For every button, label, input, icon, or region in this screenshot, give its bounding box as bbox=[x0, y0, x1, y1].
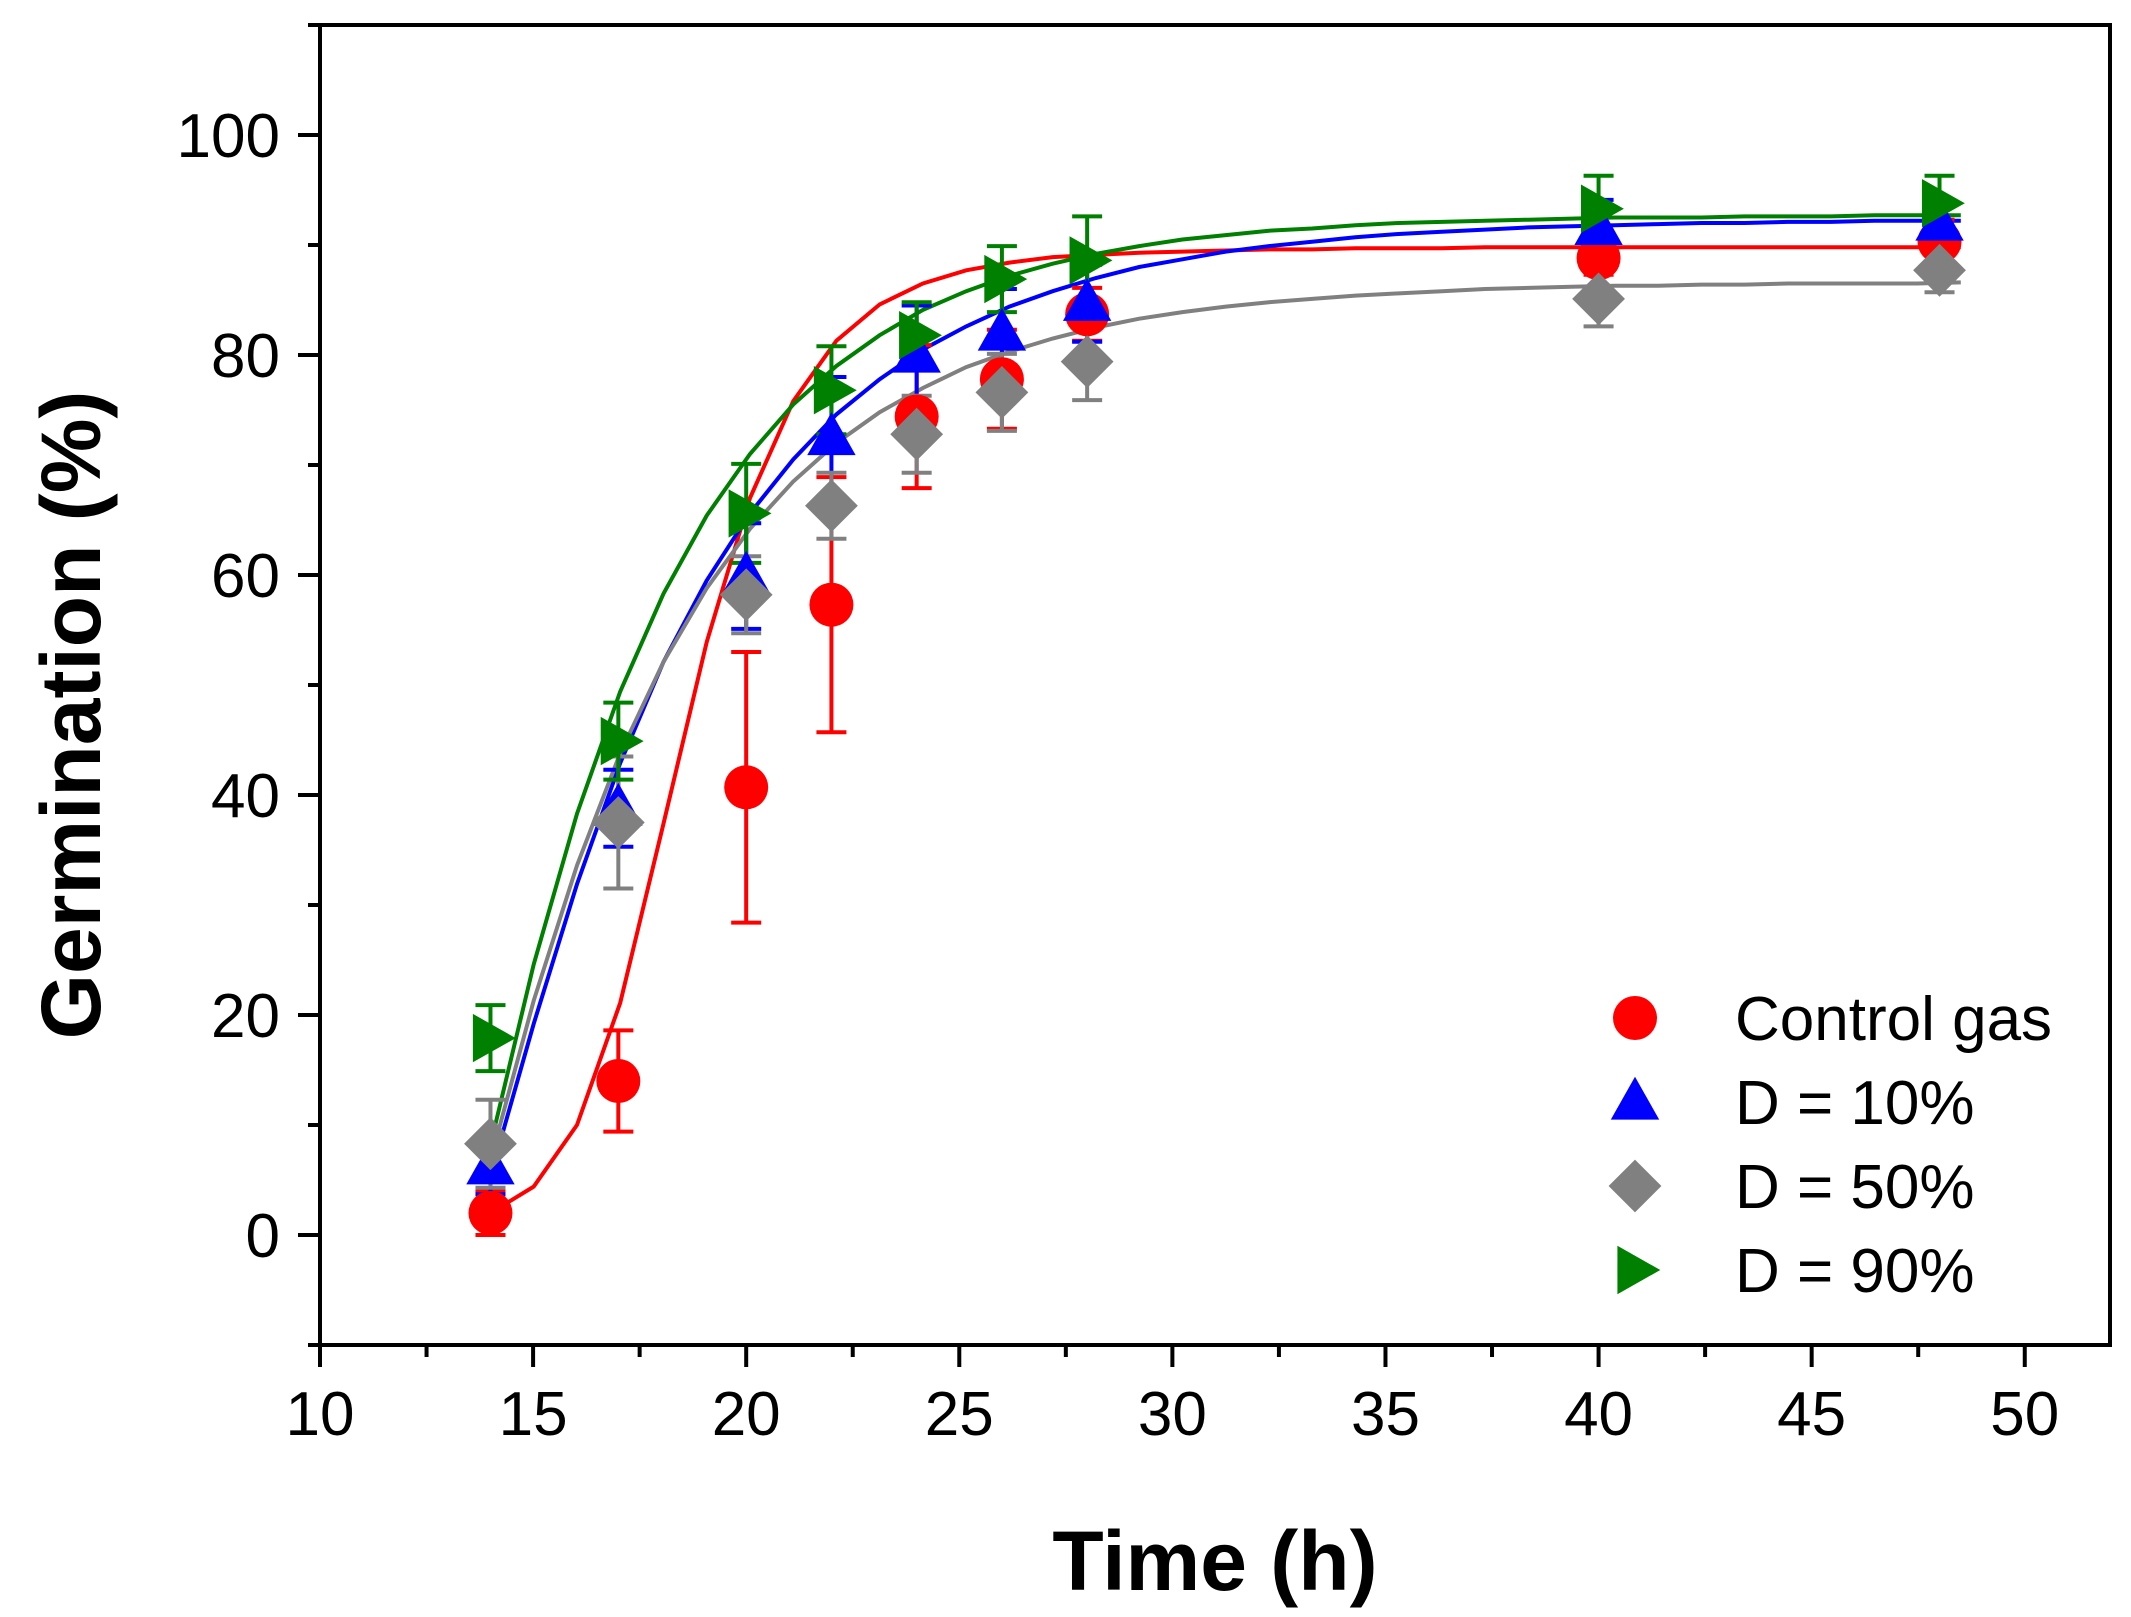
x-axis-title: Time (h) bbox=[1052, 1514, 1377, 1608]
data-point bbox=[472, 1013, 516, 1063]
legend-label: D = 10% bbox=[1735, 1069, 1975, 1138]
y-tick-label: 0 bbox=[246, 1202, 280, 1271]
data-point bbox=[1572, 272, 1625, 326]
data-point bbox=[591, 796, 645, 849]
y-tick-label: 60 bbox=[211, 542, 280, 611]
x-tick-label: 30 bbox=[1138, 1380, 1207, 1449]
x-tick-label: 15 bbox=[499, 1380, 568, 1449]
data-point bbox=[1921, 179, 1965, 228]
data-point bbox=[1069, 236, 1113, 285]
data-point bbox=[892, 329, 941, 373]
data-point bbox=[728, 489, 772, 538]
x-tick-label: 50 bbox=[1990, 1380, 2059, 1449]
data-point bbox=[1915, 197, 1964, 241]
data-point bbox=[468, 1191, 513, 1235]
x-tick-label: 35 bbox=[1351, 1380, 1420, 1449]
data-point bbox=[975, 366, 1029, 419]
x-axis-ticks: 10 15 20 25 30 35 40 45 50 bbox=[286, 1345, 2059, 1449]
legend-marker bbox=[1610, 1076, 1660, 1120]
fit-curve bbox=[488, 218, 1961, 1177]
data-point bbox=[724, 765, 769, 810]
data-point bbox=[596, 1059, 641, 1103]
x-tick-label: 10 bbox=[286, 1380, 355, 1449]
data-point bbox=[1574, 202, 1623, 245]
fit-curve bbox=[488, 280, 1961, 1161]
x-tick-label: 40 bbox=[1564, 1380, 1633, 1449]
data-point bbox=[807, 412, 856, 456]
data-point bbox=[984, 254, 1028, 304]
data-point bbox=[809, 582, 854, 627]
data-point bbox=[600, 716, 644, 766]
data-point bbox=[1913, 243, 1966, 297]
data-point bbox=[1576, 236, 1621, 281]
legend-label: Control gas bbox=[1735, 985, 2052, 1054]
x-tick-label: 25 bbox=[925, 1380, 994, 1449]
error-bars bbox=[475, 173, 1955, 1237]
data-point bbox=[1062, 278, 1112, 321]
x-tick-label: 45 bbox=[1777, 1380, 1846, 1449]
fit-curves bbox=[488, 213, 1961, 1215]
data-point bbox=[977, 307, 1027, 351]
x-tick-label: 20 bbox=[712, 1380, 781, 1449]
data-point bbox=[813, 366, 857, 415]
data-point bbox=[890, 407, 944, 461]
y-tick-label: 100 bbox=[177, 102, 280, 171]
data-point bbox=[464, 1117, 517, 1171]
fit-curve bbox=[488, 213, 1961, 1146]
y-tick-label: 40 bbox=[211, 762, 280, 831]
legend: Control gas D = 10% D = 50% D = 90% bbox=[1608, 985, 2052, 1306]
legend-label: D = 50% bbox=[1735, 1153, 1975, 1222]
data-point bbox=[1580, 184, 1624, 233]
data-point bbox=[899, 311, 942, 360]
y-tick-label: 80 bbox=[211, 322, 280, 391]
y-tick-label: 20 bbox=[211, 982, 280, 1051]
data-point bbox=[805, 479, 858, 533]
data-point bbox=[1060, 335, 1114, 388]
y-axis-title: Germination (%) bbox=[24, 391, 118, 1040]
y-axis-ticks: 0 20 40 60 80 100 bbox=[177, 23, 320, 1347]
legend-marker bbox=[1608, 1159, 1662, 1213]
legend-label: D = 90% bbox=[1735, 1237, 1975, 1306]
data-point bbox=[719, 568, 773, 622]
data-markers bbox=[464, 179, 1966, 1235]
legend-marker bbox=[1617, 1245, 1661, 1295]
legend-marker bbox=[1613, 996, 1657, 1040]
